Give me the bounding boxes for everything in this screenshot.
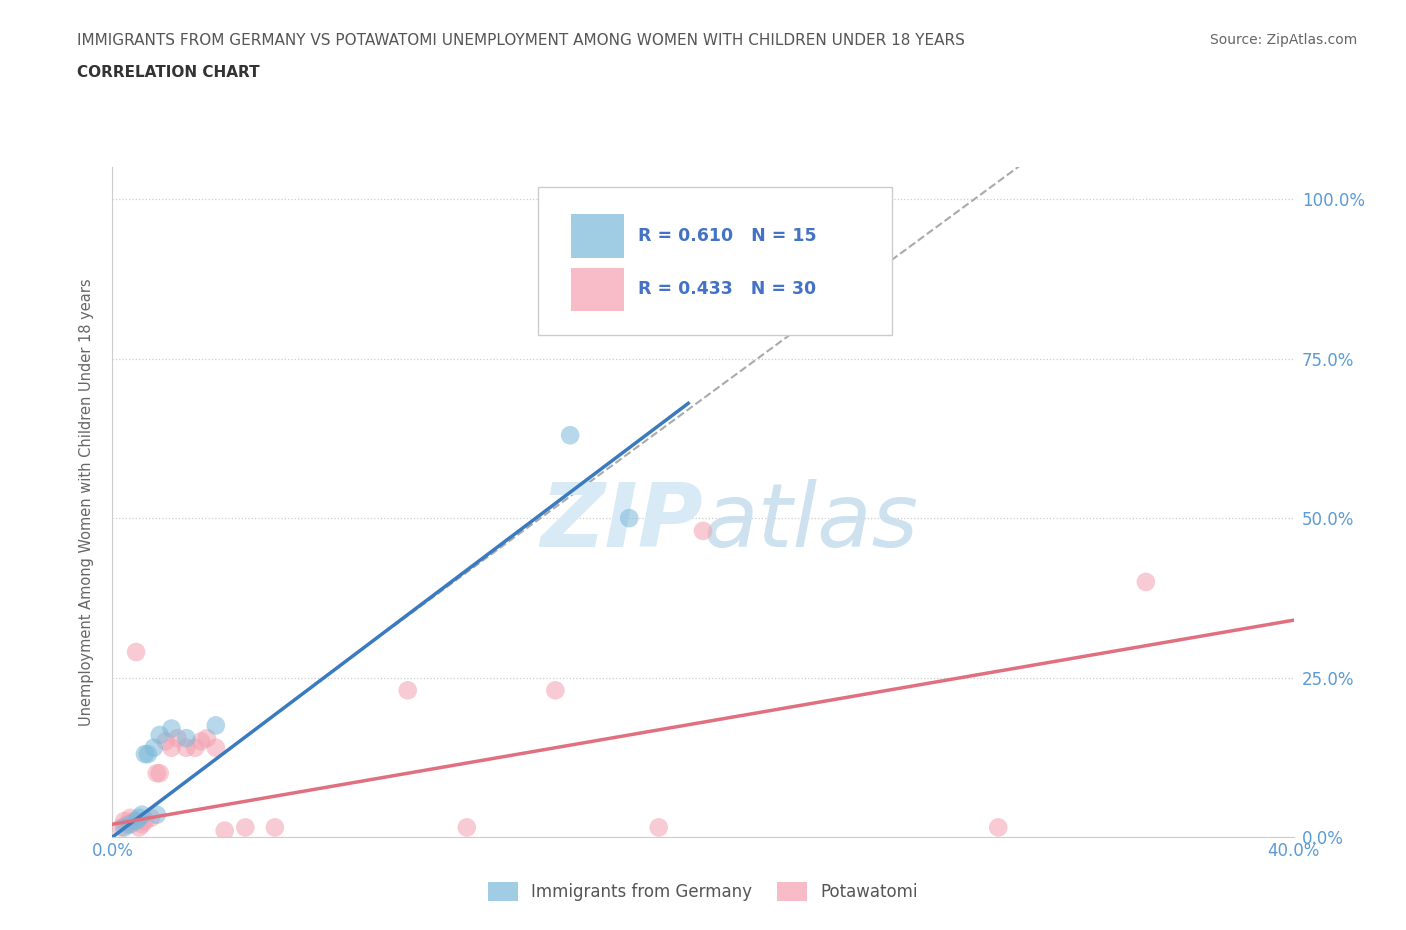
FancyBboxPatch shape xyxy=(537,188,891,335)
FancyBboxPatch shape xyxy=(571,268,624,312)
Point xyxy=(139,810,162,825)
Point xyxy=(184,740,207,755)
Point xyxy=(142,740,165,755)
Point xyxy=(160,740,183,755)
Point xyxy=(205,740,228,755)
Point xyxy=(396,683,419,698)
Point xyxy=(149,727,172,742)
Point xyxy=(134,747,156,762)
Point xyxy=(149,765,172,780)
Point xyxy=(233,820,256,835)
Point xyxy=(110,820,132,835)
Point xyxy=(647,820,671,835)
Point xyxy=(558,428,582,443)
Point xyxy=(146,807,169,822)
Point xyxy=(112,820,135,835)
Point xyxy=(264,820,287,835)
Point xyxy=(131,807,153,822)
Text: IMMIGRANTS FROM GERMANY VS POTAWATOMI UNEMPLOYMENT AMONG WOMEN WITH CHILDREN UND: IMMIGRANTS FROM GERMANY VS POTAWATOMI UN… xyxy=(77,33,965,47)
Text: ZIP: ZIP xyxy=(540,479,703,565)
Legend: Immigrants from Germany, Potawatomi: Immigrants from Germany, Potawatomi xyxy=(481,875,925,908)
Point xyxy=(155,734,177,749)
Point xyxy=(120,817,142,831)
Point xyxy=(692,524,714,538)
Point xyxy=(544,683,567,698)
Text: CORRELATION CHART: CORRELATION CHART xyxy=(77,65,260,80)
Text: Source: ZipAtlas.com: Source: ZipAtlas.com xyxy=(1209,33,1357,46)
Point xyxy=(195,731,218,746)
Text: R = 0.433   N = 30: R = 0.433 N = 30 xyxy=(638,280,815,299)
Point xyxy=(987,820,1010,835)
Point xyxy=(160,721,183,736)
Text: R = 0.610   N = 15: R = 0.610 N = 15 xyxy=(638,227,817,245)
Point xyxy=(166,731,188,746)
Point xyxy=(125,814,148,829)
Point xyxy=(136,747,159,762)
Point xyxy=(131,817,153,831)
Point xyxy=(1135,575,1157,590)
Point xyxy=(112,814,135,829)
Y-axis label: Unemployment Among Women with Children Under 18 years: Unemployment Among Women with Children U… xyxy=(79,278,94,726)
Point xyxy=(174,731,197,746)
Point xyxy=(214,823,236,838)
Point xyxy=(190,734,212,749)
Point xyxy=(128,820,150,835)
Point xyxy=(122,814,145,829)
Point xyxy=(120,810,142,825)
Point xyxy=(456,820,478,835)
Point xyxy=(174,740,197,755)
Point xyxy=(134,814,156,829)
Text: atlas: atlas xyxy=(703,479,918,565)
FancyBboxPatch shape xyxy=(571,214,624,258)
Point xyxy=(117,817,138,831)
Point xyxy=(619,511,641,525)
Point xyxy=(146,765,169,780)
Point xyxy=(128,810,150,825)
Point xyxy=(125,644,148,659)
Point xyxy=(205,718,228,733)
